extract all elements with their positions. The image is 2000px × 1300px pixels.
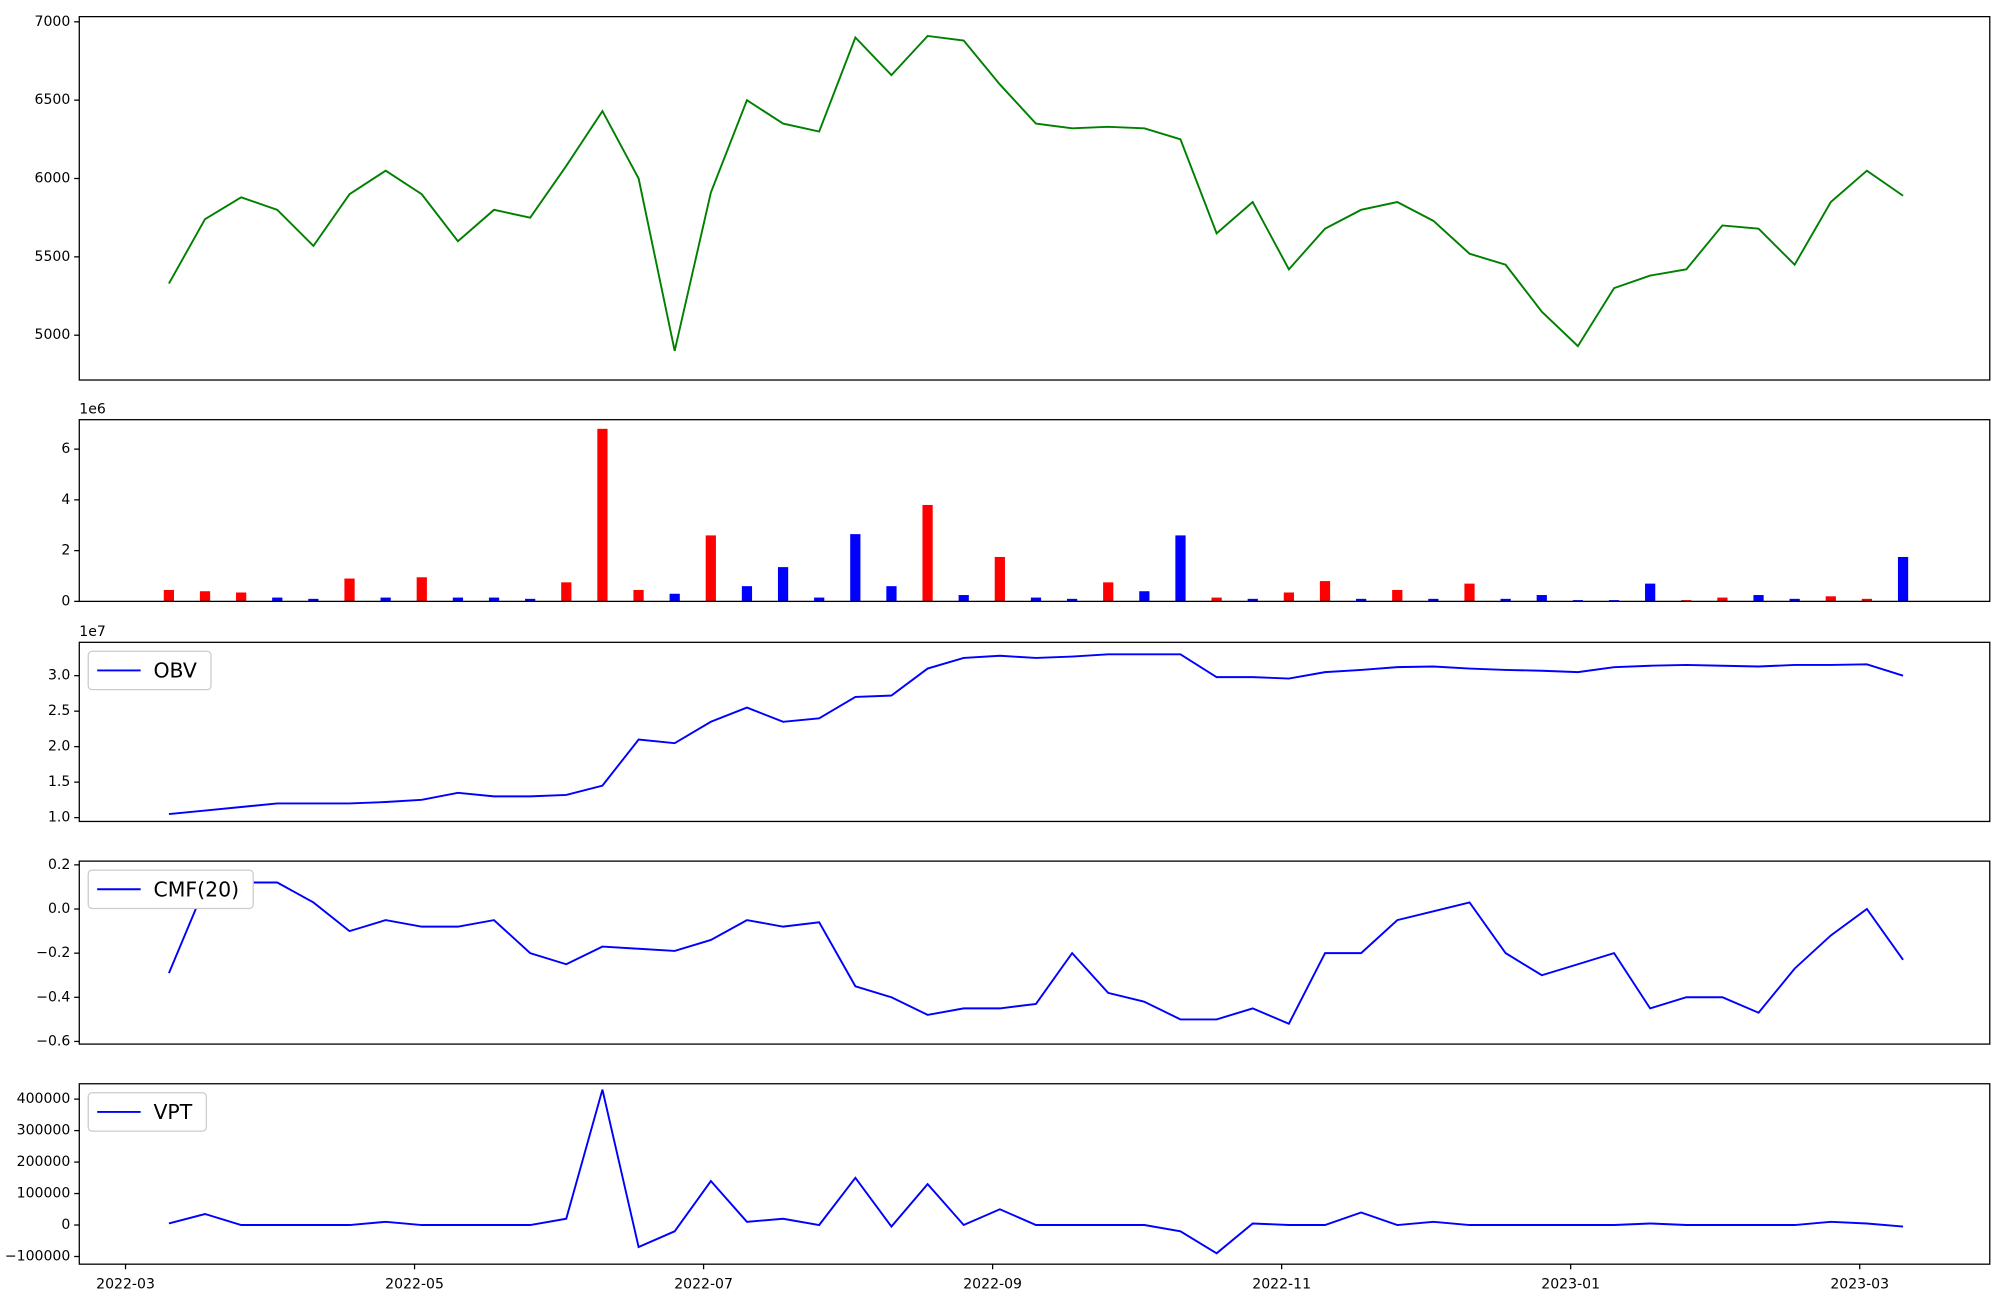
bar	[1717, 597, 1728, 602]
bar	[1464, 583, 1475, 602]
y-tick-label: 2.0	[48, 739, 70, 755]
bar	[1897, 556, 1909, 602]
bar	[705, 535, 716, 602]
y-tick-label: −0.6	[36, 1033, 70, 1049]
bar	[1319, 581, 1331, 602]
y-tick-label: 7000	[35, 14, 71, 30]
y-tick-label: 0	[61, 1217, 70, 1233]
y-tick-label: 3.0	[48, 668, 70, 684]
plot-frame	[78, 860, 1991, 1045]
bar	[344, 578, 355, 602]
bar	[850, 534, 861, 602]
y-tick-label: 0	[61, 593, 70, 609]
bar	[1753, 595, 1764, 602]
line	[168, 881, 1904, 1025]
bar	[1645, 583, 1656, 602]
x-tick-label: 2022-07	[674, 1277, 733, 1293]
bar	[525, 598, 536, 602]
y-tick-label: 4	[61, 492, 70, 508]
bar	[1789, 598, 1800, 602]
bar	[1536, 595, 1547, 602]
legend-label: VPT	[153, 1100, 192, 1124]
bar	[272, 597, 283, 602]
x-tick-label: 2022-09	[963, 1277, 1022, 1293]
x-tick-label: 2023-01	[1541, 1277, 1600, 1293]
y-tick-label: 100000	[17, 1186, 71, 1202]
legend-label: OBV	[153, 659, 196, 683]
bar	[886, 586, 897, 602]
legend-label: CMF(20)	[153, 878, 239, 902]
bar	[163, 589, 174, 602]
legend-box	[87, 650, 212, 691]
x-tick-label: 2022-03	[96, 1277, 155, 1293]
bar	[1861, 598, 1873, 602]
bar	[1139, 591, 1150, 602]
bar	[597, 428, 608, 602]
bar	[380, 597, 391, 602]
y-tick-label: 6500	[35, 92, 71, 108]
legend-box	[87, 1092, 207, 1132]
line	[168, 1089, 1904, 1255]
bar	[1247, 598, 1258, 602]
y-offset-label: 1e6	[79, 401, 106, 417]
bar	[922, 504, 933, 602]
bar	[452, 597, 464, 602]
bar	[416, 577, 427, 602]
x-tick-label: 2022-05	[385, 1277, 444, 1293]
x-tick-label: 2022-11	[1252, 1277, 1311, 1293]
bar	[1825, 596, 1836, 602]
bar	[1500, 598, 1511, 602]
y-tick-label: 200000	[17, 1154, 71, 1170]
bar	[669, 593, 680, 602]
bar	[236, 592, 247, 602]
y-tick-label: 0.0	[48, 901, 70, 917]
y-tick-label: 6000	[35, 171, 71, 187]
plot-frame	[78, 419, 1991, 603]
bar	[1175, 535, 1186, 602]
bar	[1356, 598, 1367, 602]
line	[168, 34, 1904, 352]
plot-frame	[78, 1083, 1991, 1265]
bar	[994, 556, 1005, 602]
y-tick-label: 300000	[17, 1123, 71, 1139]
bar	[814, 597, 825, 602]
bar	[199, 591, 211, 602]
bar	[741, 586, 753, 602]
bar	[308, 598, 319, 602]
y-tick-label: −0.2	[36, 945, 70, 961]
y-tick-label: 5500	[35, 249, 71, 265]
y-tick-label: 0.2	[48, 857, 70, 873]
y-tick-label: 1.5	[48, 774, 70, 790]
line	[168, 653, 1904, 815]
bar	[1428, 598, 1439, 602]
y-tick-label: 2.5	[48, 703, 70, 719]
plot-frame	[78, 641, 1991, 823]
bar	[488, 597, 500, 602]
legend-box	[87, 869, 254, 910]
bar	[1103, 582, 1114, 602]
bar	[1211, 597, 1222, 602]
y-tick-label: 6	[61, 441, 70, 457]
bar	[561, 582, 572, 602]
y-tick-label: 400000	[17, 1091, 71, 1107]
x-tick-label: 2023-03	[1830, 1277, 1889, 1293]
bar	[1392, 589, 1403, 602]
plot-frame	[78, 15, 1991, 381]
y-tick-label: 1.0	[48, 810, 70, 826]
y-offset-label: 1e7	[79, 624, 106, 640]
y-tick-label: −100000	[5, 1248, 70, 1264]
y-tick-label: 5000	[35, 327, 71, 343]
bar	[1030, 597, 1042, 602]
bar	[1066, 598, 1078, 602]
y-tick-label: 2	[61, 543, 70, 559]
bar	[1283, 592, 1294, 602]
y-tick-label: −0.4	[36, 989, 70, 1005]
bar	[777, 567, 789, 602]
bar	[958, 595, 969, 602]
bar	[633, 589, 644, 602]
